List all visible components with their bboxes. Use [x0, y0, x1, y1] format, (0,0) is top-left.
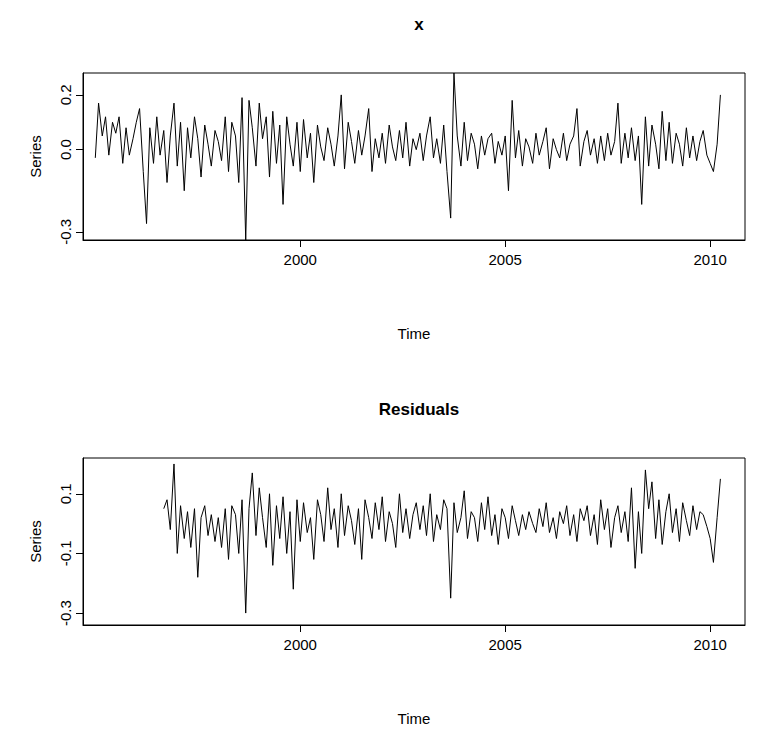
svg-text:Time: Time — [398, 710, 431, 727]
svg-text:2000: 2000 — [284, 251, 317, 268]
svg-text:-0.1: -0.1 — [57, 540, 74, 566]
svg-text:2000: 2000 — [284, 636, 317, 653]
svg-text:0.2: 0.2 — [57, 84, 74, 105]
svg-text:Series: Series — [27, 520, 44, 563]
svg-text:-0.3: -0.3 — [57, 600, 74, 626]
svg-text:2010: 2010 — [693, 636, 726, 653]
svg-text:x: x — [414, 15, 424, 34]
svg-text:2010: 2010 — [693, 251, 726, 268]
svg-text:2005: 2005 — [489, 251, 522, 268]
svg-text:Time: Time — [398, 325, 431, 342]
svg-text:Residuals: Residuals — [379, 400, 459, 419]
svg-text:Series: Series — [27, 135, 44, 178]
svg-text:0.0: 0.0 — [57, 139, 74, 160]
svg-text:2005: 2005 — [489, 636, 522, 653]
svg-text:-0.3: -0.3 — [57, 219, 74, 245]
svg-text:0.1: 0.1 — [57, 483, 74, 504]
